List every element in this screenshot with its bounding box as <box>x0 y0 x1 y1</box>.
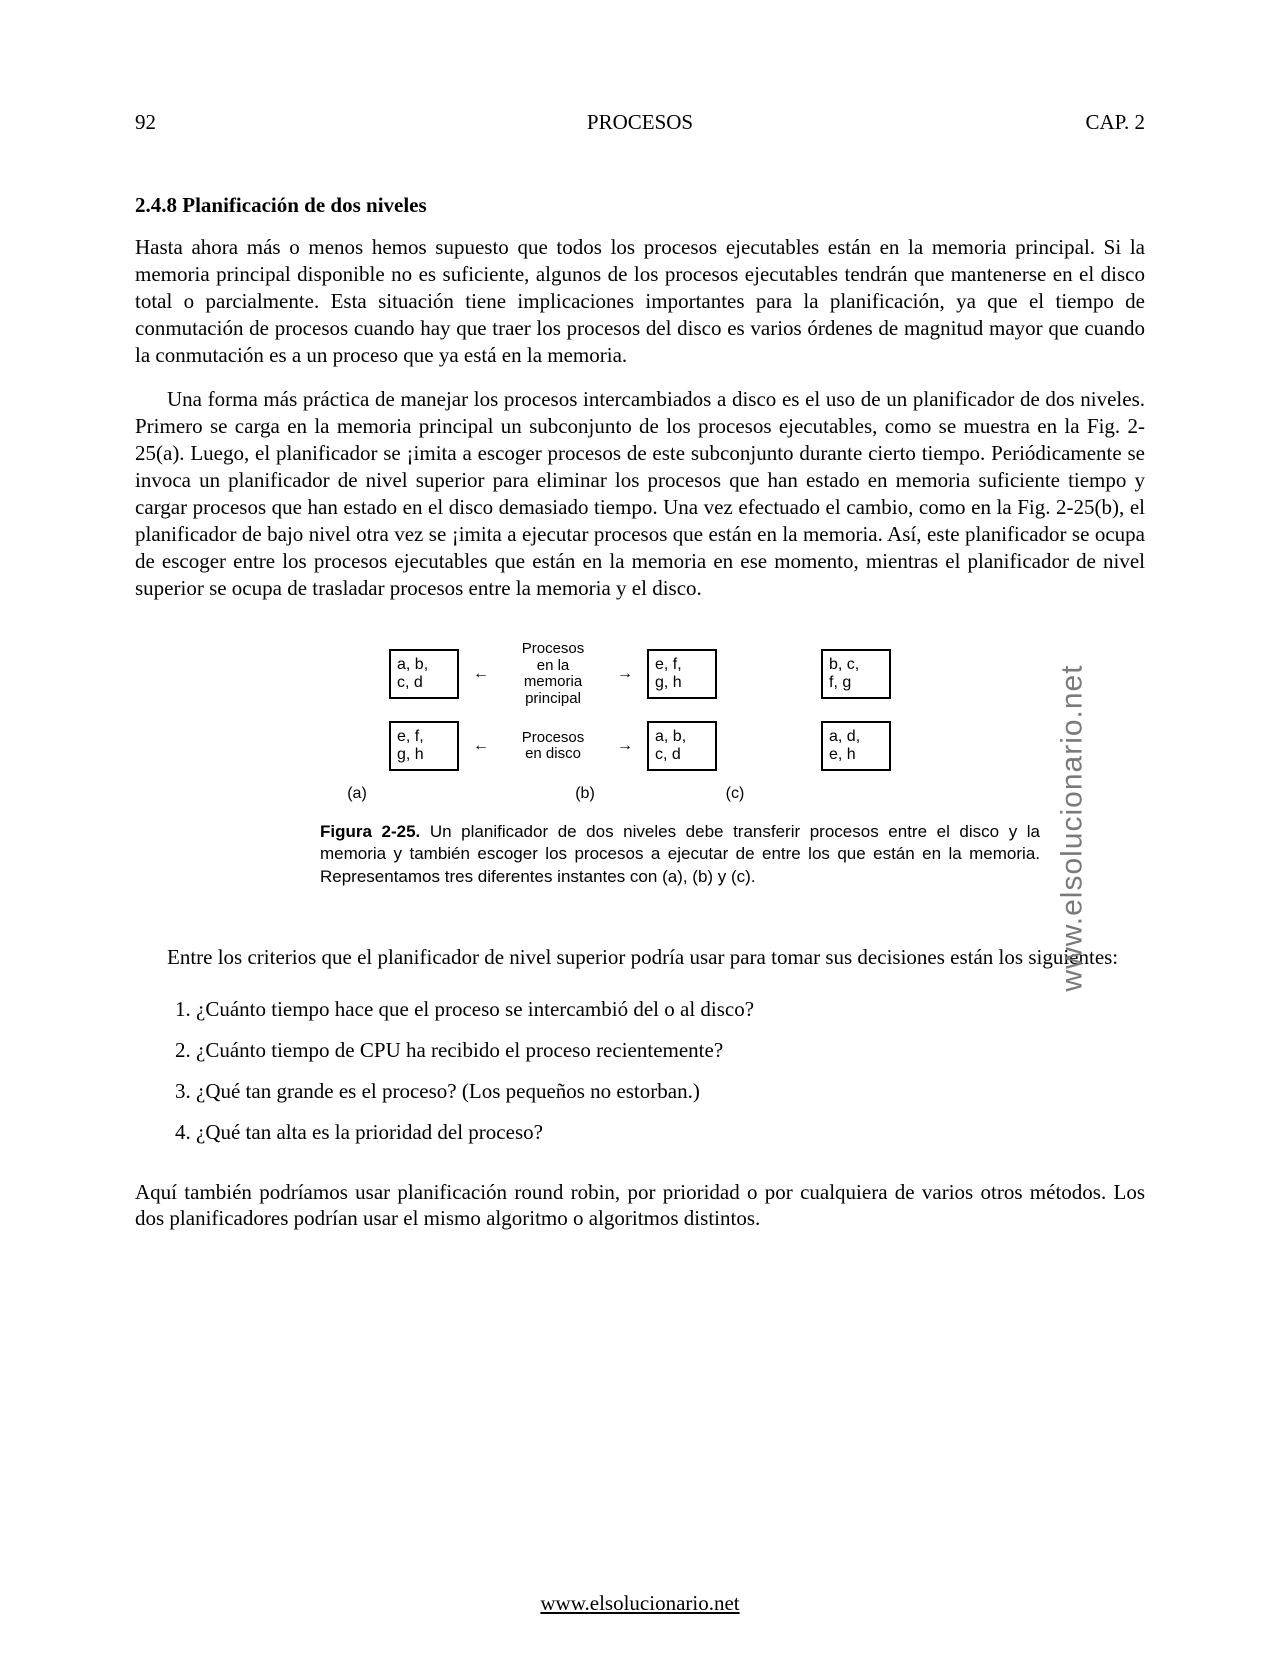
fig-sub-a: (a) <box>322 785 392 803</box>
fig-box-a2: e, f,g, h <box>389 721 459 771</box>
footer-link[interactable]: www.elsolucionario.net <box>540 1591 739 1616</box>
section-title-text: Planificación de dos niveles <box>182 193 426 217</box>
list-item-1: 1. ¿Cuánto tiempo hace que el proceso se… <box>175 997 1145 1022</box>
paragraph-3: Entre los criterios que el planificador … <box>135 944 1145 971</box>
fig-box-a1: a, b,c, d <box>389 649 459 699</box>
fig-box-b1: e, f,g, h <box>647 649 717 699</box>
figure-caption: Figura 2-25. Un planificador de dos nive… <box>320 821 1040 887</box>
page-header: 92 PROCESOS CAP. 2 <box>135 110 1145 135</box>
paragraph-4: Aquí también podríamos usar planificació… <box>135 1179 1145 1233</box>
fig-sub-spacer <box>392 785 550 803</box>
figure-2-25: a, b,c, d ← Procesosen lamemoriaprincipa… <box>320 641 960 887</box>
criteria-list: 1. ¿Cuánto tiempo hace que el proceso se… <box>175 997 1145 1145</box>
watermark-side: www.elsolucionario.net <box>1055 664 1089 991</box>
fig-label-disk: Procesosen disco <box>503 730 603 763</box>
arrow-right-icon: → <box>615 665 635 683</box>
figure-sublabels: (a) (b) (c) <box>320 785 960 803</box>
fig-sub-spacer <box>620 785 700 803</box>
section-number: 2.4.8 <box>135 193 177 217</box>
figure-caption-title: Figura 2-25. <box>320 822 420 841</box>
fig-box-b2: a, b,c, d <box>647 721 717 771</box>
arrow-left-icon: ← <box>471 737 491 755</box>
fig-sub-c: (c) <box>700 785 770 803</box>
arrow-left-icon: ← <box>471 665 491 683</box>
figure-row-1: a, b,c, d ← Procesosen lamemoriaprincipa… <box>320 641 960 707</box>
figure-caption-text: Un planificador de dos niveles debe tran… <box>320 822 1040 885</box>
chapter-title: PROCESOS <box>587 110 693 135</box>
arrow-right-icon: → <box>615 737 635 755</box>
fig-sub-b: (b) <box>550 785 620 803</box>
fig-box-c1: b, c,f, g <box>821 649 891 699</box>
fig-label-memory: Procesosen lamemoriaprincipal <box>503 641 603 707</box>
fig-box-c2: a, d,e, h <box>821 721 891 771</box>
paragraph-2: Una forma más práctica de manejar los pr… <box>135 386 1145 601</box>
figure-row-2: e, f,g, h ← Procesosen disco → a, b,c, d… <box>320 721 960 771</box>
paragraph-1: Hasta ahora más o menos hemos supuesto q… <box>135 234 1145 368</box>
chapter-label: CAP. 2 <box>1085 110 1145 135</box>
page-number: 92 <box>135 110 156 135</box>
list-item-2: 2. ¿Cuánto tiempo de CPU ha recibido el … <box>175 1038 1145 1063</box>
list-item-4: 4. ¿Qué tan alta es la prioridad del pro… <box>175 1120 1145 1145</box>
list-item-3: 3. ¿Qué tan grande es el proceso? (Los p… <box>175 1079 1145 1104</box>
section-heading: 2.4.8 Planificación de dos niveles <box>135 193 1145 218</box>
